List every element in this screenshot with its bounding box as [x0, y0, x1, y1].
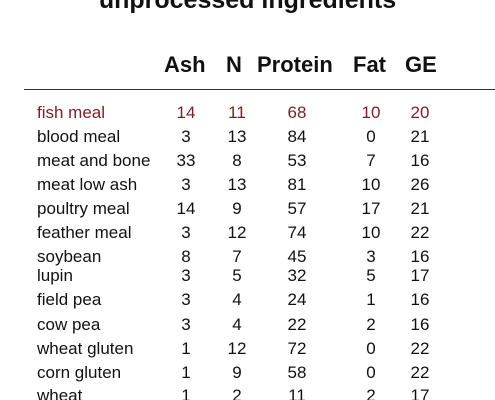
protein-value: 22: [287, 315, 307, 334]
ingredient-name: soybean: [37, 247, 102, 266]
ingredient-name: corn gluten: [37, 363, 122, 382]
ash-value: 3: [181, 223, 191, 242]
ge-value: 17: [410, 266, 430, 285]
table-row: field pea 3 4 24 1 16: [0, 290, 495, 312]
fat-value: 17: [361, 199, 381, 218]
n-value: 13: [227, 127, 247, 146]
n-value: 2: [232, 386, 242, 400]
ingredient-name: meat and bone: [37, 151, 151, 170]
protein-value: 84: [287, 127, 307, 146]
protein-value: 81: [287, 175, 307, 194]
ash-value: 1: [181, 386, 191, 400]
table-row: wheat 1 2 11 2 17: [0, 386, 495, 400]
ingredient-name: wheat gluten: [37, 339, 134, 358]
fat-value: 7: [366, 151, 376, 170]
fat-value: 1: [366, 290, 376, 309]
n-value: 5: [232, 266, 242, 285]
ge-value: 20: [410, 103, 430, 122]
ge-value: 22: [410, 223, 430, 242]
fat-value: 3: [366, 247, 376, 266]
table-row: soybean 8 7 45 3 16: [0, 247, 495, 269]
ingredient-name: meat low ash: [37, 175, 138, 194]
protein-value: 24: [287, 290, 307, 309]
ingredient-name: poultry meal: [37, 199, 130, 218]
ash-value: 3: [181, 266, 191, 285]
ingredient-name: field pea: [37, 290, 102, 309]
protein-value: 45: [287, 247, 307, 266]
header-divider: [24, 89, 495, 90]
table-row: wheat gluten 1 12 72 0 22: [0, 339, 495, 361]
table-row: feather meal 3 12 74 10 22: [0, 223, 495, 245]
column-header-fat: Fat: [353, 52, 386, 77]
ge-value: 22: [410, 363, 430, 382]
n-value: 11: [228, 103, 246, 122]
ingredient-name: fish meal: [37, 103, 106, 122]
fat-value: 0: [366, 127, 376, 146]
fat-value: 2: [366, 386, 376, 400]
n-value: 9: [232, 199, 242, 218]
ash-value: 3: [181, 127, 191, 146]
table-row: blood meal 3 13 84 0 21: [0, 127, 495, 149]
table-row: fish meal 14 11 68 10 20: [0, 103, 495, 125]
column-header-n: N: [226, 52, 242, 77]
slide-title: unprocessed ingredients: [98, 0, 397, 14]
fat-value: 10: [361, 175, 381, 194]
ingredient-name: lupin: [37, 266, 73, 285]
table-row: meat and bone 33 8 53 7 16: [0, 151, 495, 173]
ash-value: 3: [181, 315, 191, 334]
ash-value: 1: [181, 363, 191, 382]
protein-value: 32: [287, 266, 307, 285]
fat-value: 5: [366, 266, 376, 285]
column-header-ash: Ash: [164, 52, 206, 77]
n-value: 8: [232, 151, 242, 170]
protein-value: 58: [287, 363, 307, 382]
n-value: 4: [232, 315, 242, 334]
protein-value: 74: [287, 223, 307, 242]
ge-value: 16: [410, 315, 430, 334]
protein-value: 11: [288, 386, 306, 400]
fat-value: 0: [366, 363, 376, 382]
ash-value: 1: [181, 339, 191, 358]
ge-value: 16: [410, 151, 430, 170]
ash-value: 3: [181, 175, 191, 194]
n-value: 12: [227, 223, 247, 242]
fat-value: 0: [366, 339, 376, 358]
ash-value: 3: [181, 290, 191, 309]
ge-value: 21: [410, 199, 430, 218]
fat-value: 10: [361, 103, 381, 122]
ash-value: 8: [181, 247, 191, 266]
ash-value: 14: [176, 199, 196, 218]
ge-value: 22: [410, 339, 430, 358]
ge-value: 16: [410, 247, 430, 266]
ash-value: 33: [176, 151, 196, 170]
ge-value: 16: [410, 290, 430, 309]
ingredient-name: cow pea: [37, 315, 101, 334]
n-value: 13: [227, 175, 247, 194]
protein-value: 53: [287, 151, 307, 170]
ash-value: 14: [176, 103, 196, 122]
ingredient-name: wheat: [37, 386, 83, 400]
ge-value: 21: [410, 127, 430, 146]
ge-value: 26: [410, 175, 430, 194]
n-value: 9: [232, 363, 242, 382]
protein-value: 68: [287, 103, 307, 122]
protein-value: 57: [287, 199, 307, 218]
ingredient-name: feather meal: [37, 223, 132, 242]
protein-value: 72: [287, 339, 307, 358]
fat-value: 2: [366, 315, 376, 334]
n-value: 4: [232, 290, 242, 309]
column-header-protein: Protein: [257, 52, 333, 77]
fat-value: 10: [361, 223, 381, 242]
table-row: cow pea 3 4 22 2 16: [0, 315, 495, 337]
table-row: lupin 3 5 32 5 17: [0, 266, 495, 288]
ge-value: 17: [410, 386, 430, 400]
ingredient-name: blood meal: [37, 127, 121, 146]
table-row: corn gluten 1 9 58 0 22: [0, 363, 495, 385]
n-value: 7: [232, 247, 242, 266]
column-header-ge: GE: [405, 52, 437, 77]
table-row: poultry meal 14 9 57 17 21: [0, 199, 495, 221]
table-row: meat low ash 3 13 81 10 26: [0, 175, 495, 197]
n-value: 12: [227, 339, 247, 358]
